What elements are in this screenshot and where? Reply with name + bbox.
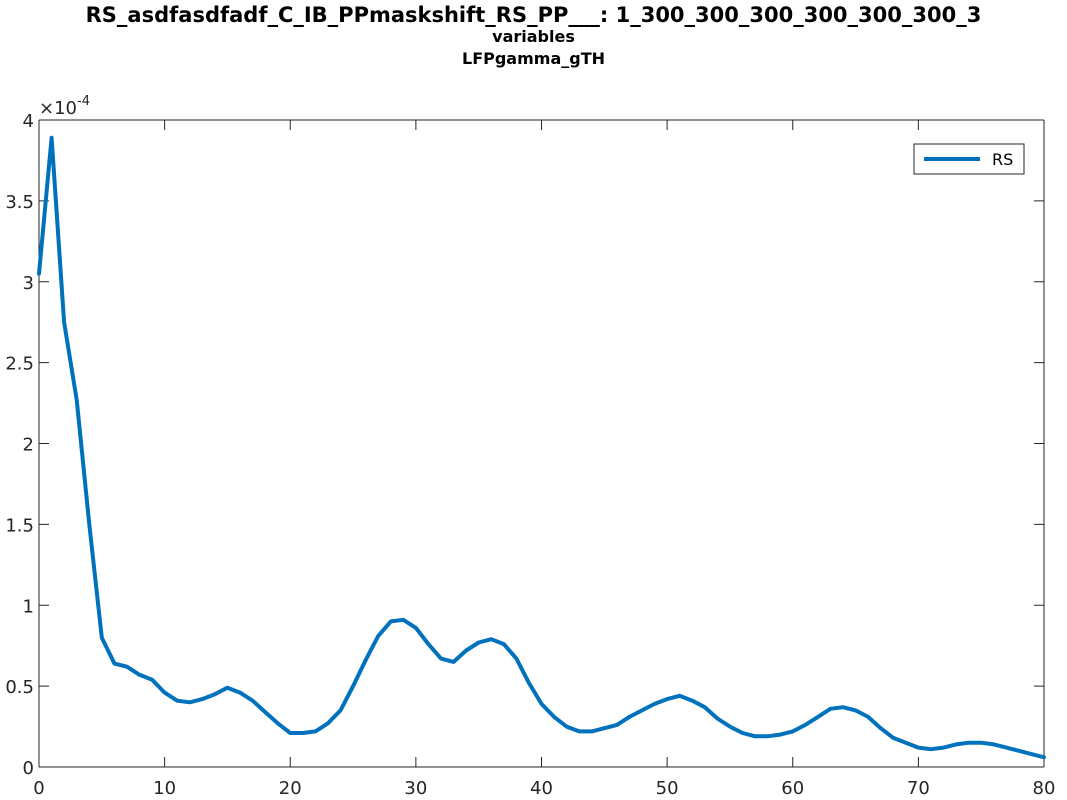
- x-tick-label: 20: [279, 778, 302, 799]
- series-line-rs: [37, 135, 1046, 760]
- y-tick-label: 2: [23, 435, 34, 456]
- chart-title-block: RS_asdfasdfadf_C_IB_PPmaskshift_RS_PP___…: [0, 4, 1067, 70]
- y-tick-label: 1.5: [5, 515, 34, 536]
- x-tick-label: 0: [33, 778, 44, 799]
- y-exponent-value: -4: [77, 94, 90, 109]
- x-tick-label: 30: [404, 778, 427, 799]
- legend-label: RS: [992, 150, 1013, 169]
- y-tick-label: 0: [23, 758, 34, 779]
- axes: [38, 119, 1045, 768]
- chart-title: RS_asdfasdfadf_C_IB_PPmaskshift_RS_PP___…: [85, 3, 982, 27]
- y-exponent-label: ×10-4: [39, 94, 90, 119]
- chart-subtitle-variable-name: LFPgamma_gTH: [462, 49, 605, 68]
- x-tick-label: 10: [153, 778, 176, 799]
- series-layer: [37, 135, 1046, 760]
- x-tick-label: 50: [656, 778, 679, 799]
- legend[interactable]: RS: [913, 143, 1025, 175]
- y-tick-label: 0.5: [5, 677, 34, 698]
- y-tick-label: 3: [23, 273, 34, 294]
- x-tick-label: 80: [1033, 778, 1056, 799]
- y-tick-label: 3.5: [5, 192, 34, 213]
- y-tick-label: 1: [23, 596, 34, 617]
- x-tick-label: 70: [907, 778, 930, 799]
- x-tick-label: 60: [781, 778, 804, 799]
- y-tick-label: 2.5: [5, 354, 34, 375]
- chart-subtitle-variables: variables: [492, 27, 575, 46]
- axis-ticks: 0 10 20 30 40 50 60 70 80 0 0.5 1 1.5 2 2.5 3 3.5 4×10-4: [5, 94, 1055, 799]
- x-tick-label: 40: [530, 778, 553, 799]
- y-tick-label: 4: [23, 111, 34, 132]
